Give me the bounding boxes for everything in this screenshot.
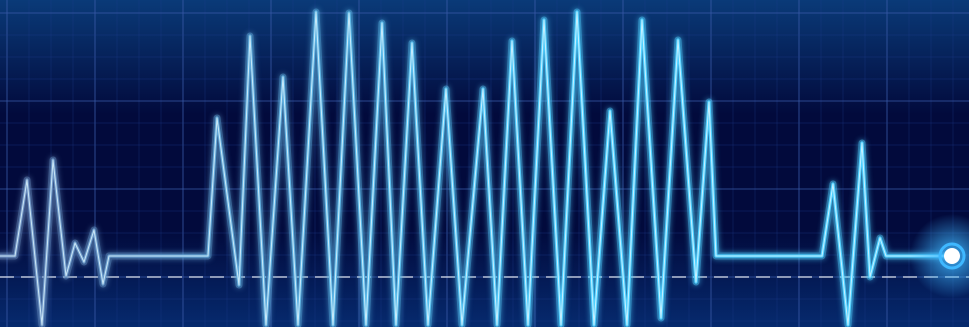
ecg-trace-core bbox=[0, 11, 953, 326]
endpoint-ring bbox=[938, 242, 966, 270]
endpoint-dot bbox=[944, 248, 960, 264]
